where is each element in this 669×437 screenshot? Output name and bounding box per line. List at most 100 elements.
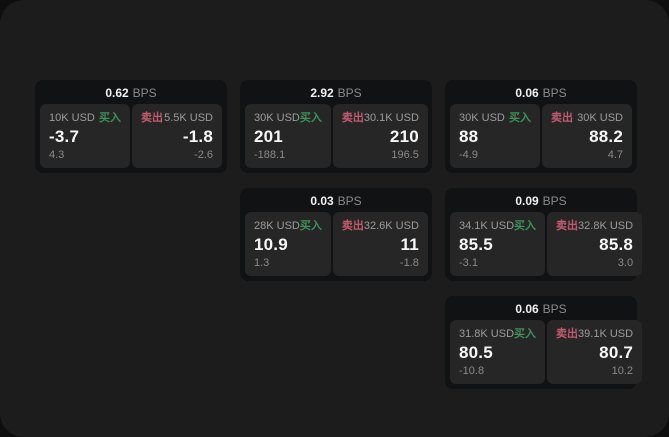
bps-value: 0.03 <box>310 194 334 208</box>
buy-price: -3.7 <box>49 127 80 146</box>
buy-panel-header: 10K USD 买入 <box>49 112 121 125</box>
bps-unit-label: BPS <box>542 86 567 100</box>
buy-amount: 30K USD <box>254 112 300 124</box>
sell-delta: 10.2 <box>611 365 634 377</box>
sell-panel[interactable]: 卖出 5.5K USD -1.8 -2.6 <box>132 104 222 168</box>
sell-panel[interactable]: 卖出 30K USD 88.2 4.7 <box>542 104 632 168</box>
sell-delta: 3.0 <box>617 257 634 269</box>
bps-unit-label: BPS <box>337 194 362 208</box>
sell-price: 85.8 <box>599 235 634 254</box>
sell-delta: 196.5 <box>391 149 419 161</box>
quote-cards-grid: 0.62 BPS 10K USD 买入 -3.7 4.3 卖出 5.5K USD <box>35 80 643 389</box>
bps-header: 0.06 BPS <box>450 83 632 104</box>
sell-panel-header: 卖出 32.8K USD <box>556 220 633 233</box>
buy-amount: 34.1K USD <box>459 220 515 232</box>
bps-value: 2.92 <box>310 86 334 100</box>
sell-panel[interactable]: 卖出 30.1K USD 210 196.5 <box>332 104 428 168</box>
buy-panel[interactable]: 30K USD 买入 88 -4.9 <box>450 104 540 168</box>
buy-delta: -3.1 <box>459 257 478 269</box>
sell-panel-header: 卖出 30K USD <box>551 112 623 125</box>
bps-unit-label: BPS <box>542 302 567 316</box>
sell-delta: 4.7 <box>607 149 623 161</box>
bps-value: 0.06 <box>515 86 539 100</box>
buy-panel[interactable]: 28K USD 买入 10.9 1.3 <box>245 212 331 276</box>
sell-delta: -1.8 <box>399 257 419 269</box>
sell-panel-header: 卖出 5.5K USD <box>141 112 213 125</box>
sell-panel[interactable]: 卖出 32.8K USD 85.8 3.0 <box>547 212 643 276</box>
quote-card: 2.92 BPS 30K USD 买入 201 -188.1 卖出 30.1K … <box>240 80 432 173</box>
buy-panel-header: 30K USD 买入 <box>254 112 322 125</box>
buy-panel[interactable]: 30K USD 买入 201 -188.1 <box>245 104 331 168</box>
bps-unit-label: BPS <box>542 194 567 208</box>
sell-side-label: 卖出 <box>341 112 364 124</box>
quote-panels: 30K USD 买入 201 -188.1 卖出 30.1K USD 210 1… <box>245 104 428 168</box>
buy-panel[interactable]: 10K USD 买入 -3.7 4.3 <box>40 104 130 168</box>
sell-amount: 32.8K USD <box>578 220 634 232</box>
buy-panel-header: 31.8K USD 买入 <box>459 328 536 341</box>
bps-value: 0.62 <box>105 86 129 100</box>
quote-card: 0.62 BPS 10K USD 买入 -3.7 4.3 卖出 5.5K USD <box>35 80 227 173</box>
buy-panel-header: 34.1K USD 买入 <box>459 220 536 233</box>
sell-side-label: 卖出 <box>341 220 364 232</box>
sell-amount: 39.1K USD <box>578 328 634 340</box>
sell-delta: -2.6 <box>194 149 213 161</box>
quote-panels: 30K USD 买入 88 -4.9 卖出 30K USD 88.2 4.7 <box>450 104 632 168</box>
sell-amount: 30K USD <box>577 112 623 124</box>
sell-price: 80.7 <box>599 343 634 362</box>
buy-amount: 10K USD <box>49 112 95 124</box>
buy-price: 85.5 <box>459 235 493 254</box>
buy-panel-header: 28K USD 买入 <box>254 220 322 233</box>
buy-price: 10.9 <box>254 235 288 254</box>
sell-side-label: 卖出 <box>551 112 573 124</box>
buy-amount: 30K USD <box>459 112 505 124</box>
sell-price: 11 <box>400 235 419 254</box>
buy-panel[interactable]: 34.1K USD 买入 85.5 -3.1 <box>450 212 546 276</box>
bps-value: 0.09 <box>515 194 539 208</box>
buy-amount: 31.8K USD <box>459 328 515 340</box>
buy-price: 201 <box>254 127 283 146</box>
bps-header: 0.62 BPS <box>40 83 222 104</box>
quote-card: 0.09 BPS 34.1K USD 买入 85.5 -3.1 卖出 32.8K… <box>445 188 643 281</box>
sell-amount: 5.5K USD <box>164 112 213 124</box>
bps-header: 0.09 BPS <box>450 191 632 212</box>
buy-delta: 1.3 <box>254 257 270 269</box>
buy-side-label: 买入 <box>514 220 537 232</box>
sell-side-label: 卖出 <box>141 112 163 124</box>
buy-delta: -4.9 <box>459 149 478 161</box>
sell-side-label: 卖出 <box>556 328 579 340</box>
sell-panel-header: 卖出 30.1K USD <box>342 112 419 125</box>
buy-panel[interactable]: 31.8K USD 买入 80.5 -10.8 <box>450 320 546 384</box>
sell-panel[interactable]: 卖出 39.1K USD 80.7 10.2 <box>547 320 643 384</box>
buy-side-label: 买入 <box>509 112 531 124</box>
quote-panels: 28K USD 买入 10.9 1.3 卖出 32.6K USD 11 -1.8 <box>245 212 428 276</box>
buy-panel-header: 30K USD 买入 <box>459 112 531 125</box>
bps-unit-label: BPS <box>132 86 157 100</box>
buy-side-label: 买入 <box>299 220 322 232</box>
buy-side-label: 买入 <box>299 112 322 124</box>
quote-card: 0.06 BPS 30K USD 买入 88 -4.9 卖出 30K USD <box>445 80 637 173</box>
buy-side-label: 买入 <box>99 112 121 124</box>
buy-side-label: 买入 <box>514 328 537 340</box>
quote-card: 0.06 BPS 31.8K USD 买入 80.5 -10.8 卖出 39.1… <box>445 296 643 389</box>
bps-value: 0.06 <box>515 302 539 316</box>
quote-panels: 34.1K USD 买入 85.5 -3.1 卖出 32.8K USD 85.8… <box>450 212 643 276</box>
bps-unit-label: BPS <box>337 86 362 100</box>
quote-panels: 31.8K USD 买入 80.5 -10.8 卖出 39.1K USD 80.… <box>450 320 643 384</box>
buy-delta: -10.8 <box>459 365 485 377</box>
sell-price: 88.2 <box>589 127 623 146</box>
sell-amount: 30.1K USD <box>363 112 419 124</box>
sell-panel-header: 卖出 32.6K USD <box>342 220 419 233</box>
buy-price: 88 <box>459 127 479 146</box>
sell-price: 210 <box>389 127 419 146</box>
sell-amount: 32.6K USD <box>363 220 419 232</box>
sell-panel-header: 卖出 39.1K USD <box>556 328 633 341</box>
buy-delta: 4.3 <box>49 149 65 161</box>
sell-panel[interactable]: 卖出 32.6K USD 11 -1.8 <box>332 212 428 276</box>
buy-amount: 28K USD <box>254 220 300 232</box>
bps-header: 0.03 BPS <box>245 191 427 212</box>
buy-delta: -188.1 <box>254 149 286 161</box>
sell-side-label: 卖出 <box>556 220 579 232</box>
quote-card: 0.03 BPS 28K USD 买入 10.9 1.3 卖出 32.6K US… <box>240 188 432 281</box>
quote-panels: 10K USD 买入 -3.7 4.3 卖出 5.5K USD -1.8 -2.… <box>40 104 222 168</box>
